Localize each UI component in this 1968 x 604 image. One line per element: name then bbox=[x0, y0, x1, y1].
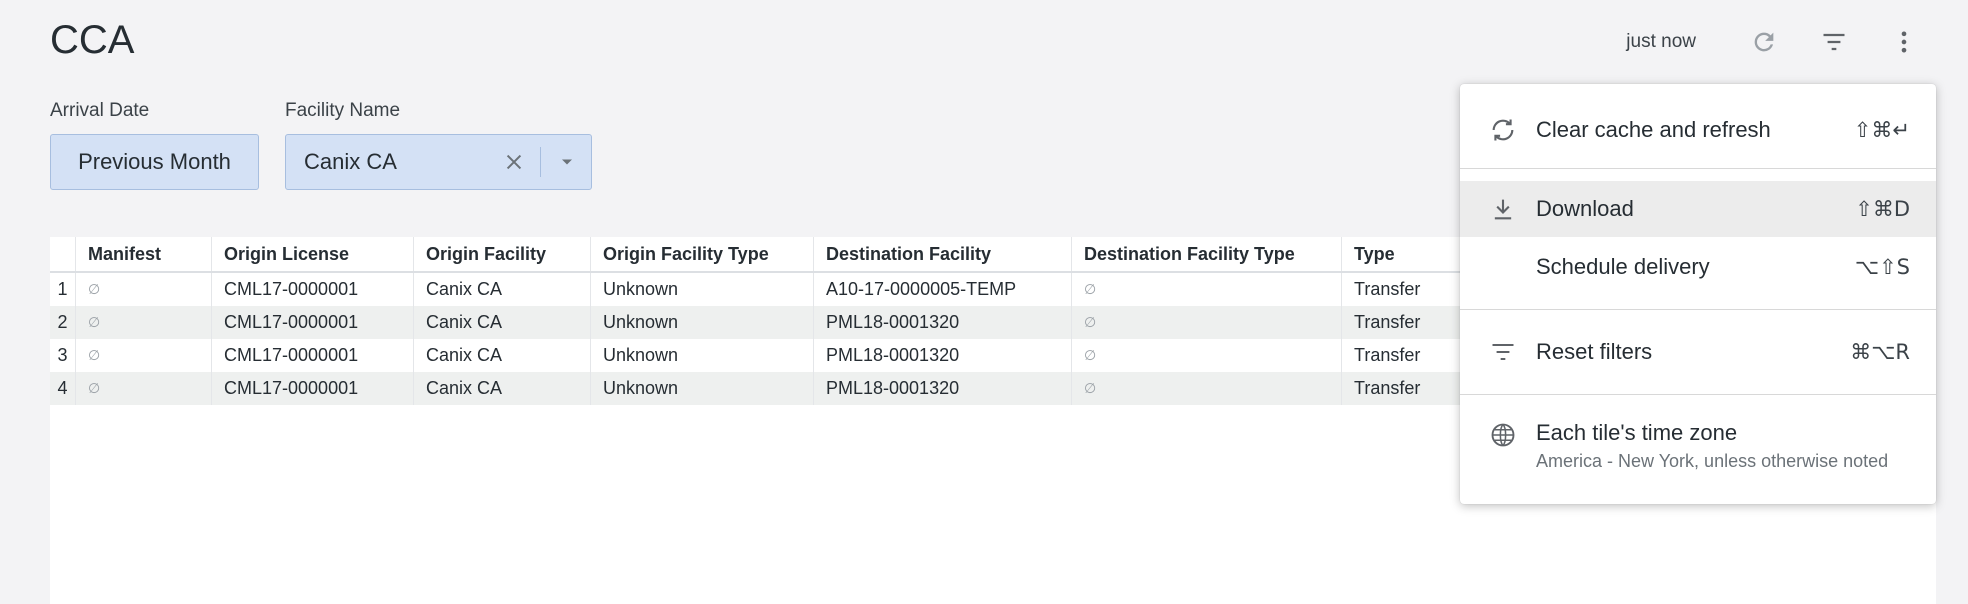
filter-toggle-icon[interactable] bbox=[1810, 22, 1858, 62]
menu-item-download[interactable]: Download ⇧⌘D bbox=[1460, 181, 1936, 237]
globe-icon bbox=[1488, 420, 1518, 450]
row-number: 3 bbox=[50, 339, 76, 372]
table-cell: A10-17-0000005-TEMP bbox=[813, 272, 1072, 306]
facility-name-label: Facility Name bbox=[285, 100, 401, 121]
menu-item-label: Schedule delivery bbox=[1536, 254, 1710, 279]
menu-item-sublabel: America - New York, unless otherwise not… bbox=[1536, 451, 1889, 471]
arrival-date-button[interactable]: Previous Month bbox=[50, 134, 259, 190]
menu-item-reset-filters[interactable]: Reset filters ⌘⌥R bbox=[1460, 324, 1936, 380]
table-cell: PML18-0001320 bbox=[813, 339, 1072, 372]
refresh-cache-icon bbox=[1488, 115, 1518, 145]
row-number: 1 bbox=[50, 272, 76, 306]
row-number: 2 bbox=[50, 306, 76, 339]
clear-icon[interactable] bbox=[494, 142, 534, 182]
reload-icon[interactable] bbox=[1740, 22, 1788, 62]
table-row: 3 ∅ CML17-0000001 Canix CA Unknown PML18… bbox=[50, 339, 1666, 372]
menu-item-label: Download bbox=[1536, 196, 1634, 221]
menu-divider bbox=[1460, 309, 1936, 310]
table-row: 4 ∅ CML17-0000001 Canix CA Unknown PML18… bbox=[50, 372, 1666, 405]
column-header[interactable]: Origin Facility Type bbox=[590, 237, 814, 273]
arrival-date-filter: Arrival Date Previous Month bbox=[50, 100, 259, 190]
dashboard-actions-menu: Clear cache and refresh ⇧⌘↵ Download ⇧⌘D… bbox=[1460, 84, 1936, 504]
data-table: Manifest Origin License Origin Facility … bbox=[50, 237, 1666, 405]
null-cell: ∅ bbox=[75, 306, 212, 339]
arrival-date-value: Previous Month bbox=[78, 149, 231, 174]
menu-divider bbox=[1460, 168, 1936, 169]
column-header[interactable]: Destination Facility bbox=[813, 237, 1072, 273]
table-cell: Canix CA bbox=[413, 339, 591, 372]
table-cell: Unknown bbox=[590, 306, 814, 339]
null-cell: ∅ bbox=[75, 272, 212, 306]
last-updated-text: just now bbox=[1626, 31, 1696, 52]
row-number-header bbox=[50, 237, 76, 273]
table-cell: Unknown bbox=[590, 272, 814, 306]
menu-item-clear-cache-refresh[interactable]: Clear cache and refresh ⇧⌘↵ bbox=[1460, 102, 1936, 158]
facility-name-value: Canix CA bbox=[304, 149, 397, 174]
filter-icon bbox=[1488, 337, 1518, 367]
null-cell: ∅ bbox=[1071, 372, 1342, 405]
table-row: 1 ∅ CML17-0000001 Canix CA Unknown A10-1… bbox=[50, 272, 1666, 306]
facility-name-select[interactable]: Canix CA bbox=[285, 134, 592, 190]
facility-name-filter: Facility Name Canix CA bbox=[285, 100, 592, 190]
table-cell: Transfer bbox=[1354, 279, 1421, 299]
more-vert-icon[interactable] bbox=[1880, 22, 1928, 62]
null-cell: ∅ bbox=[75, 372, 212, 405]
null-cell: ∅ bbox=[1071, 272, 1342, 306]
column-header[interactable]: Manifest bbox=[75, 237, 212, 273]
chevron-down-icon[interactable] bbox=[547, 142, 587, 182]
page-title: CCA bbox=[50, 18, 135, 62]
select-divider bbox=[540, 147, 541, 177]
menu-item-shortcut: ⌥⇧S bbox=[1854, 255, 1910, 279]
menu-item-schedule-delivery[interactable]: Schedule delivery ⌥⇧S bbox=[1460, 239, 1936, 295]
null-cell: ∅ bbox=[1071, 339, 1342, 372]
menu-item-label: Clear cache and refresh bbox=[1536, 117, 1771, 142]
table-cell: Canix CA bbox=[413, 306, 591, 339]
table-cell: PML18-0001320 bbox=[813, 372, 1072, 405]
menu-divider bbox=[1460, 394, 1936, 395]
menu-item-time-zone[interactable]: Each tile's time zone America - New York… bbox=[1460, 406, 1936, 486]
menu-item-shortcut: ⇧⌘↵ bbox=[1853, 118, 1910, 142]
table-cell: PML18-0001320 bbox=[813, 306, 1072, 339]
menu-item-shortcut: ⇧⌘D bbox=[1855, 197, 1910, 221]
download-icon bbox=[1488, 194, 1518, 224]
table-cell: Unknown bbox=[590, 339, 814, 372]
table-cell: CML17-0000001 bbox=[211, 372, 414, 405]
table-cell: Unknown bbox=[590, 372, 814, 405]
arrival-date-label: Arrival Date bbox=[50, 100, 150, 121]
table-cell: Canix CA bbox=[413, 372, 591, 405]
table-cell: Transfer bbox=[1354, 345, 1421, 365]
column-header[interactable]: Origin License bbox=[211, 237, 414, 273]
column-header[interactable]: Destination Facility Type bbox=[1071, 237, 1342, 273]
table-cell: CML17-0000001 bbox=[211, 306, 414, 339]
menu-item-shortcut: ⌘⌥R bbox=[1850, 340, 1910, 364]
null-cell: ∅ bbox=[75, 339, 212, 372]
header-actions: just now bbox=[1626, 22, 1928, 62]
table-cell: CML17-0000001 bbox=[211, 339, 414, 372]
row-number: 4 bbox=[50, 372, 76, 405]
column-header[interactable]: Origin Facility bbox=[413, 237, 591, 273]
menu-item-label: Reset filters bbox=[1536, 339, 1653, 364]
table-cell: CML17-0000001 bbox=[211, 272, 414, 306]
table-header-row: Manifest Origin License Origin Facility … bbox=[50, 237, 1666, 273]
table-cell: Canix CA bbox=[413, 272, 591, 306]
null-cell: ∅ bbox=[1071, 306, 1342, 339]
menu-item-label: Each tile's time zone bbox=[1536, 420, 1738, 445]
table-row: 2 ∅ CML17-0000001 Canix CA Unknown PML18… bbox=[50, 306, 1666, 339]
